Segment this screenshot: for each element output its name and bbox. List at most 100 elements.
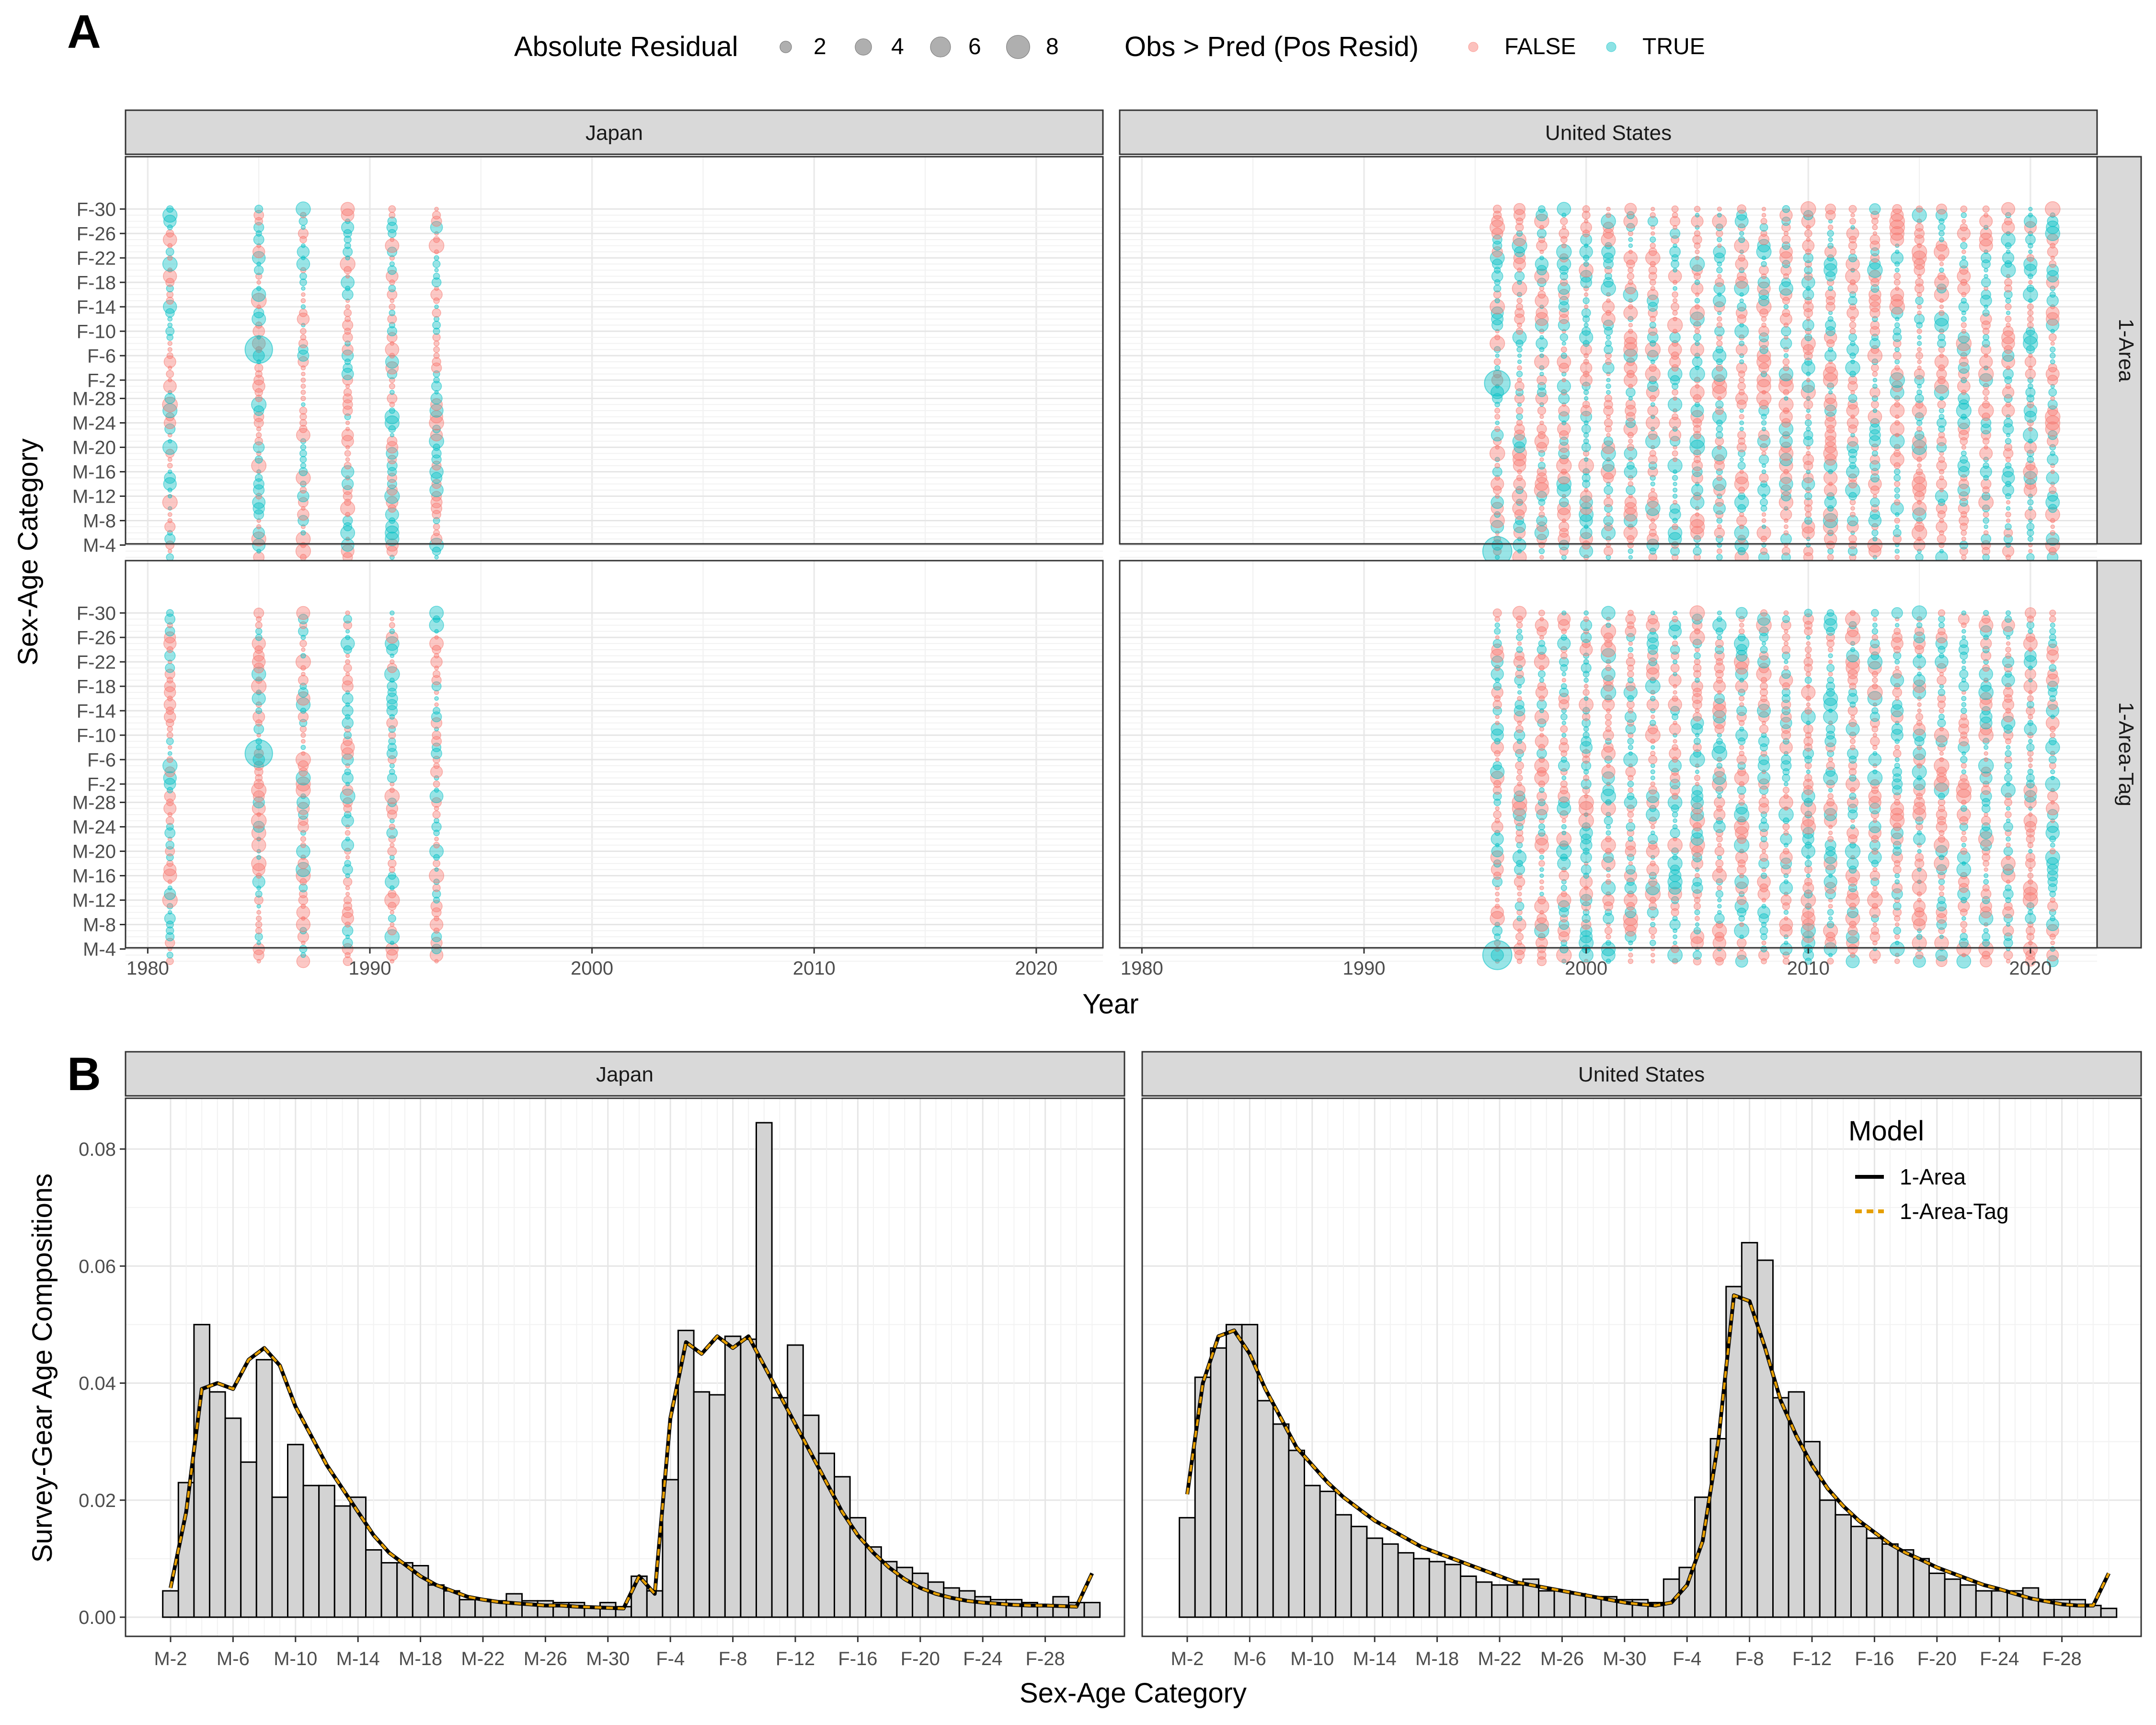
residual-point [345,836,350,842]
residual-point [1961,659,1966,664]
residual-point [1693,492,1702,501]
residual-point [390,910,395,915]
residual-point [387,265,397,275]
residual-point [164,393,176,404]
residual-point [1604,394,1613,402]
residual-point [2006,506,2011,511]
residual-point [165,932,175,942]
residual-point [1648,326,1658,336]
residual-point [1783,530,1789,536]
residual-point [1560,885,1567,891]
residual-point [1494,462,1500,469]
residual-point [431,717,443,729]
residual-point [166,798,174,806]
residual-point [1806,426,1811,432]
residual-point [256,426,262,432]
residual-point [1580,270,1593,283]
residual-point [301,243,306,248]
residual-point [1649,450,1656,457]
residual-point [1738,236,1745,243]
residual-point [167,316,173,322]
residual-point [1695,255,1700,261]
residual-point [1961,762,1967,769]
residual-point [1495,384,1500,389]
residual-point [1694,652,1701,659]
residual-point [1961,212,1967,218]
points-layer [162,201,445,563]
residual-point [341,839,355,852]
residual-point [1894,286,1900,291]
residual-point [1894,499,1901,506]
residual-point [1872,885,1878,891]
residual-point [387,743,397,752]
residual-point [255,890,263,898]
residual-point [1961,629,1966,634]
residual-point [1625,404,1637,417]
bar [818,1452,836,1618]
residual-point [2025,852,2036,862]
residual-point [1672,475,1678,481]
y-tick-label: M-8 [83,511,116,532]
residual-point [1806,317,1811,322]
residual-point [387,663,397,673]
residual-point [344,235,352,244]
residual-point [1671,351,1679,360]
residual-point [1604,400,1613,409]
residual-point [1493,284,1502,293]
residual-point [1536,209,1548,221]
residual-point [252,710,265,724]
residual-point [1649,939,1656,946]
residual-point [342,797,353,808]
residual-point [296,776,311,792]
residual-point [1693,333,1701,342]
residual-point [1537,681,1547,691]
residual-point [163,379,177,393]
residual-point [168,439,172,444]
residual-point [1893,927,1901,935]
residual-point [252,636,266,651]
residual-point [1557,422,1571,436]
residual-point [1689,519,1705,535]
residual-point [1536,337,1548,350]
residual-point [1648,301,1658,312]
residual-point [1537,424,1547,434]
residual-point [1517,690,1522,695]
points-layer [162,606,445,968]
x-tick-label: F-4 [1673,1648,1701,1669]
residual-point [1848,534,1857,543]
residual-point [387,393,398,404]
residual-point [1650,242,1656,249]
residual-point [1894,401,1901,408]
residual-point [387,773,397,783]
residual-point [1605,425,1612,433]
residual-point [1628,438,1633,444]
residual-point [1583,678,1589,683]
residual-point [2045,201,2061,217]
residual-point [1623,373,1638,387]
residual-point [1626,701,1635,709]
residual-point [1537,406,1547,415]
residual-point [1892,351,1902,360]
residual-point [254,645,264,654]
residual-point [1939,751,1944,756]
residual-point [429,636,444,651]
x-tick-label: 1990 [349,958,391,979]
residual-point [2028,629,2033,634]
residual-point [253,210,264,220]
residual-point [433,346,440,353]
residual-point [1782,309,1790,317]
residual-point [1761,451,1766,456]
x-tick-label: M-6 [1233,1648,1266,1669]
residual-point [1561,824,1567,830]
residual-point [2027,456,2034,463]
residual-point [431,277,442,288]
residual-point [1938,237,1945,242]
residual-point [384,409,400,425]
bar [1179,1517,1196,1618]
residual-point [1760,682,1768,690]
bar [709,1394,726,1618]
residual-point [2028,909,2033,915]
y-tick-label: M-8 [83,915,116,936]
residual-point [1937,718,1946,727]
residual-point [345,653,350,658]
